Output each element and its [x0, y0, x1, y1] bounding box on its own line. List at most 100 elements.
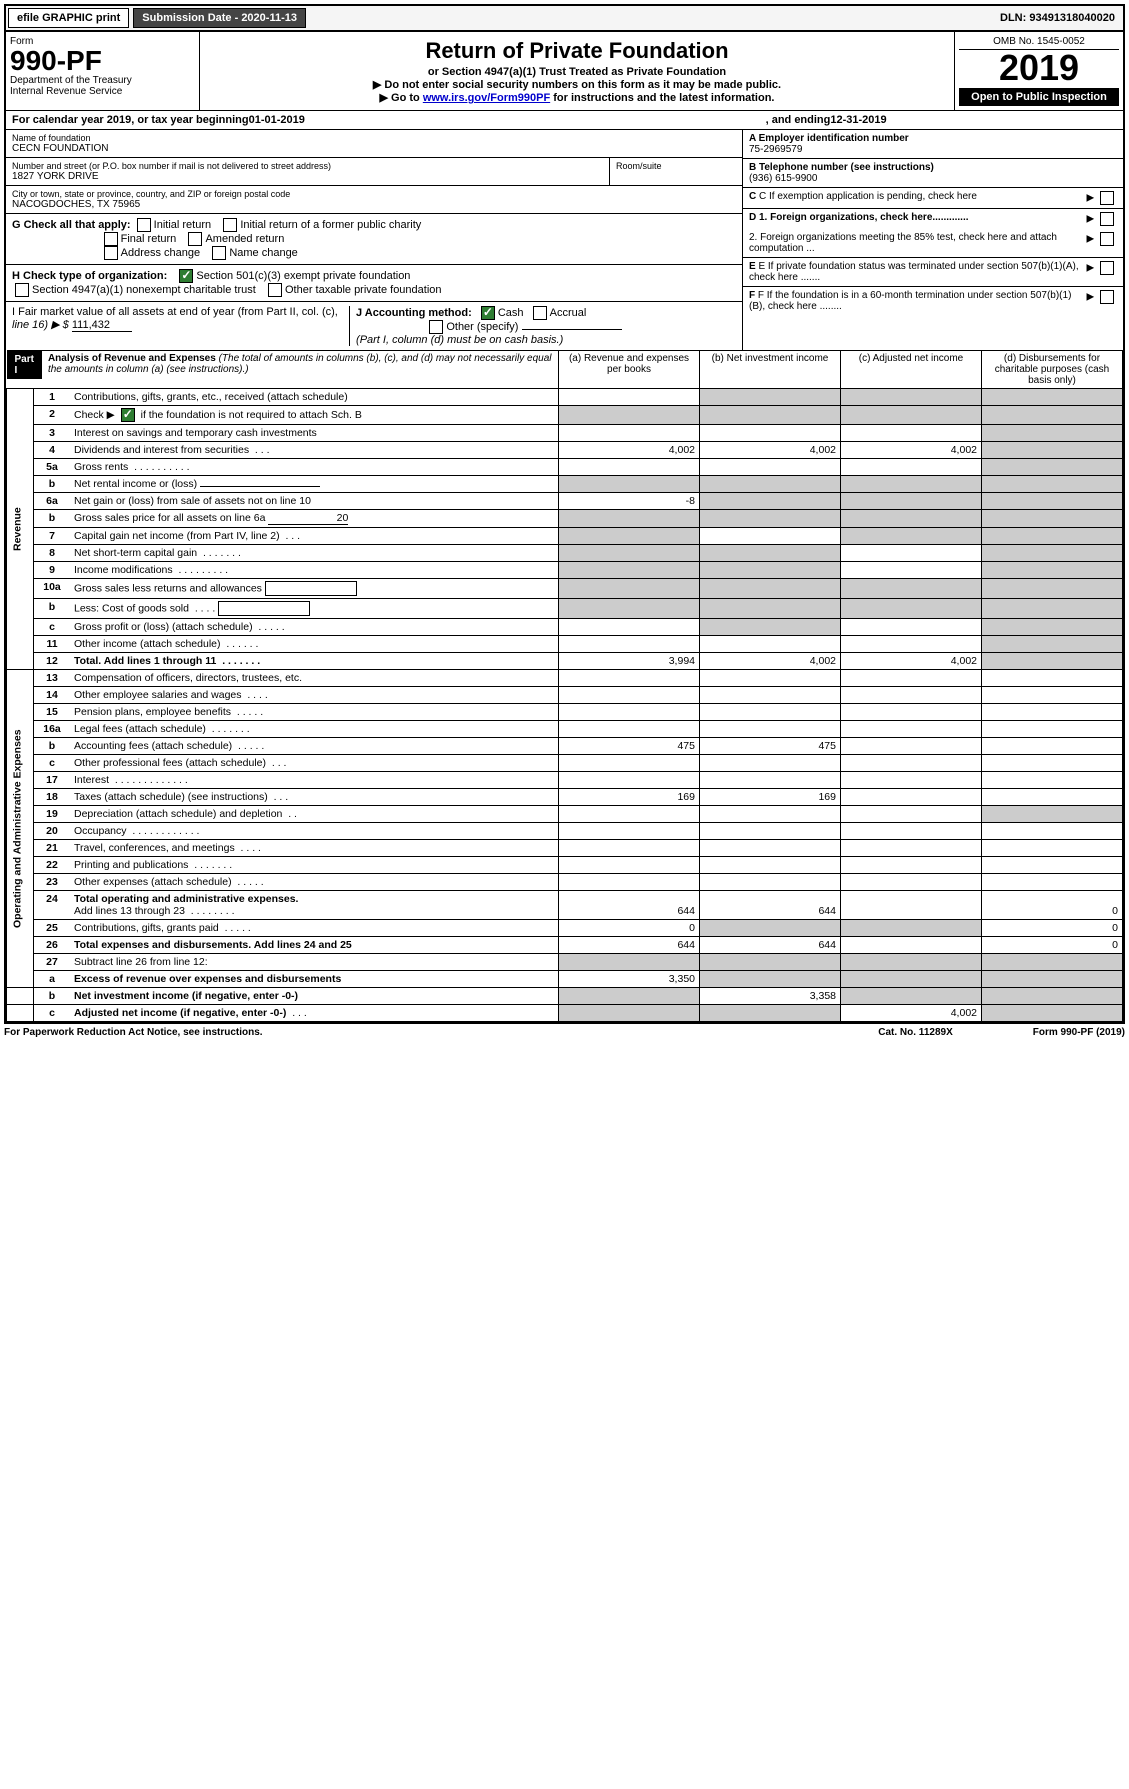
revenue-side-label: Revenue	[7, 389, 34, 670]
address-change-checkbox[interactable]	[104, 246, 118, 260]
col-a-header: (a) Revenue and expenses per books	[559, 351, 700, 389]
d2-checkbox[interactable]	[1100, 232, 1114, 246]
row-27c: Adjusted net income (if negative, enter …	[70, 1005, 559, 1022]
d1-row: D 1. Foreign organizations, check here..…	[743, 209, 1123, 229]
tax-year: 2019	[959, 50, 1119, 86]
row-18: Taxes (attach schedule) (see instruction…	[70, 789, 559, 806]
r18-b: 169	[700, 789, 841, 806]
street-value: 1827 YORK DRIVE	[12, 171, 603, 182]
row-27a: Excess of revenue over expenses and disb…	[70, 971, 559, 988]
f-text: F If the foundation is in a 60-month ter…	[749, 290, 1071, 312]
row-5a: Gross rents . . . . . . . . . .	[70, 459, 559, 476]
other-specify-line	[522, 329, 622, 330]
city-cell: City or town, state or province, country…	[6, 186, 742, 214]
i-text2: line 16) ▶ $	[12, 319, 69, 331]
j-accrual: Accrual	[550, 307, 587, 319]
d2-row: 2. Foreign organizations meeting the 85%…	[743, 229, 1123, 258]
row-22: Printing and publications . . . . . . .	[70, 857, 559, 874]
part1-table: Part I Analysis of Revenue and Expenses …	[6, 350, 1123, 1022]
row-7: Capital gain net income (from Part IV, l…	[70, 528, 559, 545]
r4-a: 4,002	[559, 442, 700, 459]
r27a-a: 3,350	[559, 971, 700, 988]
h-label: H Check type of organization:	[12, 270, 167, 282]
info-left: Name of foundation CECN FOUNDATION Numbe…	[6, 130, 742, 350]
e-checkbox[interactable]	[1100, 261, 1114, 275]
d1-checkbox[interactable]	[1100, 212, 1114, 226]
r24-a: 644	[559, 891, 700, 920]
row-9: Income modifications . . . . . . . . .	[70, 562, 559, 579]
dln-label: DLN: 93491318040020	[1000, 12, 1121, 24]
row-11: Other income (attach schedule) . . . . .…	[70, 636, 559, 653]
calyear-begin: 01-01-2019	[249, 114, 305, 126]
row-12: Total. Add lines 1 through 11 . . . . . …	[70, 653, 559, 670]
ein-label: A Employer identification number	[749, 133, 1117, 144]
row-14: Other employee salaries and wages . . . …	[70, 687, 559, 704]
accrual-checkbox[interactable]	[533, 306, 547, 320]
initial-return-checkbox[interactable]	[137, 218, 151, 232]
efile-print-button[interactable]: efile GRAPHIC print	[8, 8, 129, 28]
r25-d: 0	[982, 920, 1123, 937]
footer-left: For Paperwork Reduction Act Notice, see …	[4, 1027, 263, 1038]
e-row: E E If private foundation status was ter…	[743, 258, 1123, 287]
form-subtitle: or Section 4947(a)(1) Trust Treated as P…	[208, 66, 946, 78]
h-row: H Check type of organization: Section 50…	[6, 265, 742, 302]
name-label: Name of foundation	[12, 133, 736, 143]
cash-checkbox[interactable]	[481, 306, 495, 320]
header-left: Form 990-PF Department of the Treasury I…	[6, 32, 200, 110]
c-checkbox[interactable]	[1100, 191, 1114, 205]
g-opt-3: Amended return	[205, 233, 284, 245]
row-8: Net short-term capital gain . . . . . . …	[70, 545, 559, 562]
r26-a: 644	[559, 937, 700, 954]
ein-value: 75-2969579	[749, 144, 1117, 155]
name-change-checkbox[interactable]	[212, 246, 226, 260]
phone-label: B Telephone number (see instructions)	[749, 162, 1117, 173]
r4-b: 4,002	[700, 442, 841, 459]
row-2: Check ▶ if the foundation is not require…	[70, 406, 559, 425]
footer-mid: Cat. No. 11289X	[878, 1027, 952, 1038]
row-15: Pension plans, employee benefits . . . .…	[70, 704, 559, 721]
i-text1: I Fair market value of all assets at end…	[12, 306, 338, 318]
row-10b: Less: Cost of goods sold . . . .	[70, 599, 559, 619]
r26-d: 0	[982, 937, 1123, 954]
other-method-checkbox[interactable]	[429, 320, 443, 334]
f-checkbox[interactable]	[1100, 290, 1114, 304]
501c3-checkbox[interactable]	[179, 269, 193, 283]
final-return-checkbox[interactable]	[104, 232, 118, 246]
row-5b: Net rental income or (loss)	[70, 476, 559, 493]
h-opt-2: Section 4947(a)(1) nonexempt charitable …	[32, 284, 256, 296]
top-bar: efile GRAPHIC print Submission Date - 20…	[4, 4, 1125, 32]
form-title: Return of Private Foundation	[208, 38, 946, 64]
row-6b: Gross sales price for all assets on line…	[70, 510, 559, 528]
phone-cell: B Telephone number (see instructions) (9…	[743, 159, 1123, 188]
r2-post: if the foundation is not required to att…	[141, 409, 362, 421]
row-10a: Gross sales less returns and allowances	[70, 579, 559, 599]
phone-value: (936) 615-9900	[749, 173, 1117, 184]
ssn-note: ▶ Do not enter social security numbers o…	[208, 78, 946, 91]
row-4: Dividends and interest from securities .…	[70, 442, 559, 459]
irs-label: Internal Revenue Service	[10, 86, 195, 97]
r27b-b: 3,358	[700, 988, 841, 1005]
irs-link[interactable]: www.irs.gov/Form990PF	[423, 92, 550, 104]
g-opt-5: Name change	[229, 247, 298, 259]
r12-a: 3,994	[559, 653, 700, 670]
col-d-header: (d) Disbursements for charitable purpose…	[982, 351, 1123, 389]
col-c-header: (c) Adjusted net income	[841, 351, 982, 389]
ij-row: I Fair market value of all assets at end…	[6, 302, 742, 350]
submission-date-button[interactable]: Submission Date - 2020-11-13	[133, 8, 306, 28]
4947-checkbox[interactable]	[15, 283, 29, 297]
amended-return-checkbox[interactable]	[188, 232, 202, 246]
r25-a: 0	[559, 920, 700, 937]
street-label: Number and street (or P.O. box number if…	[12, 161, 603, 171]
calyear-prefix: For calendar year 2019, or tax year begi…	[12, 114, 249, 126]
row-3: Interest on savings and temporary cash i…	[70, 425, 559, 442]
r6a-a: -8	[559, 493, 700, 510]
r18-a: 169	[559, 789, 700, 806]
j-block: J Accounting method: Cash Accrual Other …	[350, 306, 736, 346]
expenses-side-label: Operating and Administrative Expenses	[7, 670, 34, 988]
other-taxable-checkbox[interactable]	[268, 283, 282, 297]
d1-text: D 1. Foreign organizations, check here..…	[749, 212, 1083, 223]
schb-checkbox[interactable]	[121, 408, 135, 422]
e-text: E If private foundation status was termi…	[749, 261, 1079, 283]
row-24: Total operating and administrative expen…	[70, 891, 559, 920]
initial-former-checkbox[interactable]	[223, 218, 237, 232]
